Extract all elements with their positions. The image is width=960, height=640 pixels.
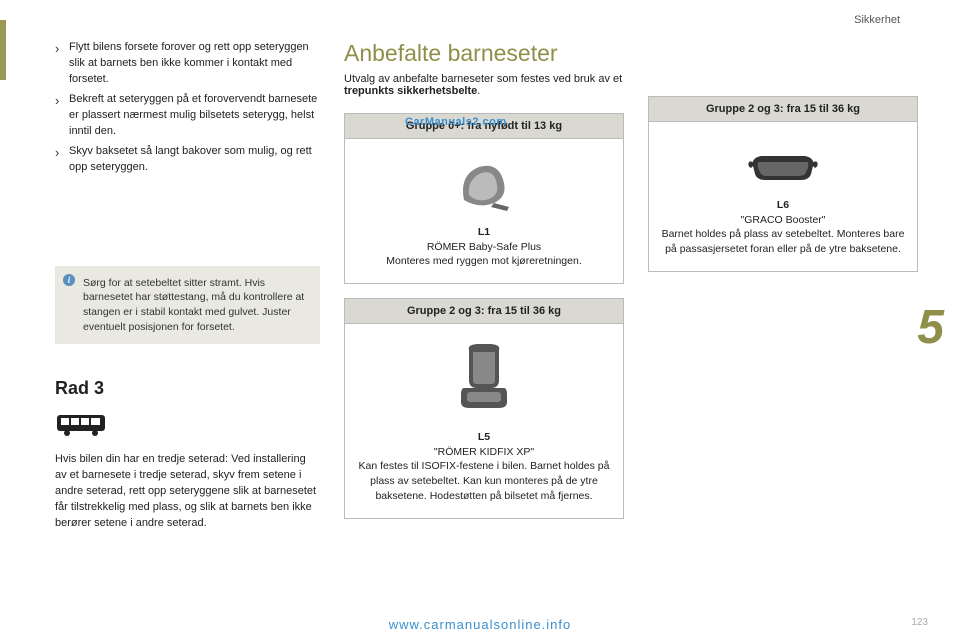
info-box: i Sørg for at setebeltet sitter stramt. …	[55, 266, 320, 345]
seat-name: RÖMER Baby-Safe Plus	[357, 240, 611, 255]
seat-desc: Barnet holdes på plass av setebeltet. Mo…	[661, 227, 905, 256]
seat-card-l6: Gruppe 2 og 3: fra 15 til 36 kg L6 "GRAC…	[648, 96, 918, 272]
page-subtitle: Utvalg av anbefalte barneseter som feste…	[344, 73, 624, 97]
subtitle-post: .	[477, 85, 480, 97]
rad3-text: Hvis bilen din har en tredje seterad: Ve…	[55, 452, 320, 532]
subtitle-pre: Utvalg av anbefalte barneseter som feste…	[344, 73, 622, 85]
manual-page: Sikkerhet 5 CarManuals2.com Flytt bilens…	[0, 0, 960, 640]
seat-body: L1 RÖMER Baby-Safe Plus Monteres med ryg…	[345, 139, 623, 283]
seat-desc: Kan festes til ISOFIX-festene i bilen. B…	[357, 459, 611, 503]
seat-card-l5: Gruppe 2 og 3: fra 15 til 36 kg L5 "RÖME…	[344, 298, 624, 518]
watermark-text: CarManuals2.com	[405, 116, 507, 128]
seat-label: L1	[357, 225, 611, 240]
info-icon: i	[63, 274, 75, 286]
instruction-list: Flytt bilens forsete forover og rett opp…	[55, 40, 320, 176]
instruction-item: Bekreft at seteryggen på et forovervendt…	[69, 92, 320, 140]
seat-desc: Monteres med ryggen mot kjøreretningen.	[357, 254, 611, 269]
seat-image-icon	[357, 155, 611, 215]
seat-image-icon	[661, 138, 905, 188]
seat-card-l1: Gruppe 0+: fra nyfødt til 13 kg L1 RÖMER…	[344, 113, 624, 284]
van-icon	[55, 409, 320, 442]
info-text: Sørg for at setebeltet sitter stramt. Hv…	[83, 277, 304, 333]
page-category: Sikkerhet	[854, 14, 900, 26]
seat-body: L6 "GRACO Booster" Barnet holdes på plas…	[649, 122, 917, 271]
seat-group-header: Gruppe 2 og 3: fra 15 til 36 kg	[345, 299, 623, 324]
seat-label: L6	[661, 198, 905, 213]
left-column: Flytt bilens forsete forover og rett opp…	[55, 40, 320, 533]
page-title: Anbefalte barneseter	[344, 40, 624, 67]
middle-column: Anbefalte barneseter Utvalg av anbefalte…	[344, 40, 624, 533]
seat-label: L5	[357, 430, 611, 445]
seat-name: "GRACO Booster"	[661, 213, 905, 228]
seat-body: L5 "RÖMER KIDFIX XP" Kan festes til ISOF…	[345, 324, 623, 517]
instruction-item: Flytt bilens forsete forover og rett opp…	[69, 40, 320, 88]
seat-group-header: Gruppe 2 og 3: fra 15 til 36 kg	[649, 97, 917, 122]
seat-name: "RÖMER KIDFIX XP"	[357, 445, 611, 460]
chapter-number: 5	[917, 300, 944, 355]
side-tab	[0, 20, 6, 80]
subtitle-bold: trepunkts sikkerhetsbelte	[344, 85, 477, 97]
rad3-heading: Rad 3	[55, 378, 320, 399]
content-columns: Flytt bilens forsete forover og rett opp…	[55, 40, 910, 533]
instruction-item: Skyv baksetet så langt bakover som mulig…	[69, 144, 320, 176]
right-column: Gruppe 2 og 3: fra 15 til 36 kg L6 "GRAC…	[648, 40, 918, 533]
footer-url: www.carmanualsonline.info	[0, 617, 960, 632]
seat-image-icon	[357, 340, 611, 420]
